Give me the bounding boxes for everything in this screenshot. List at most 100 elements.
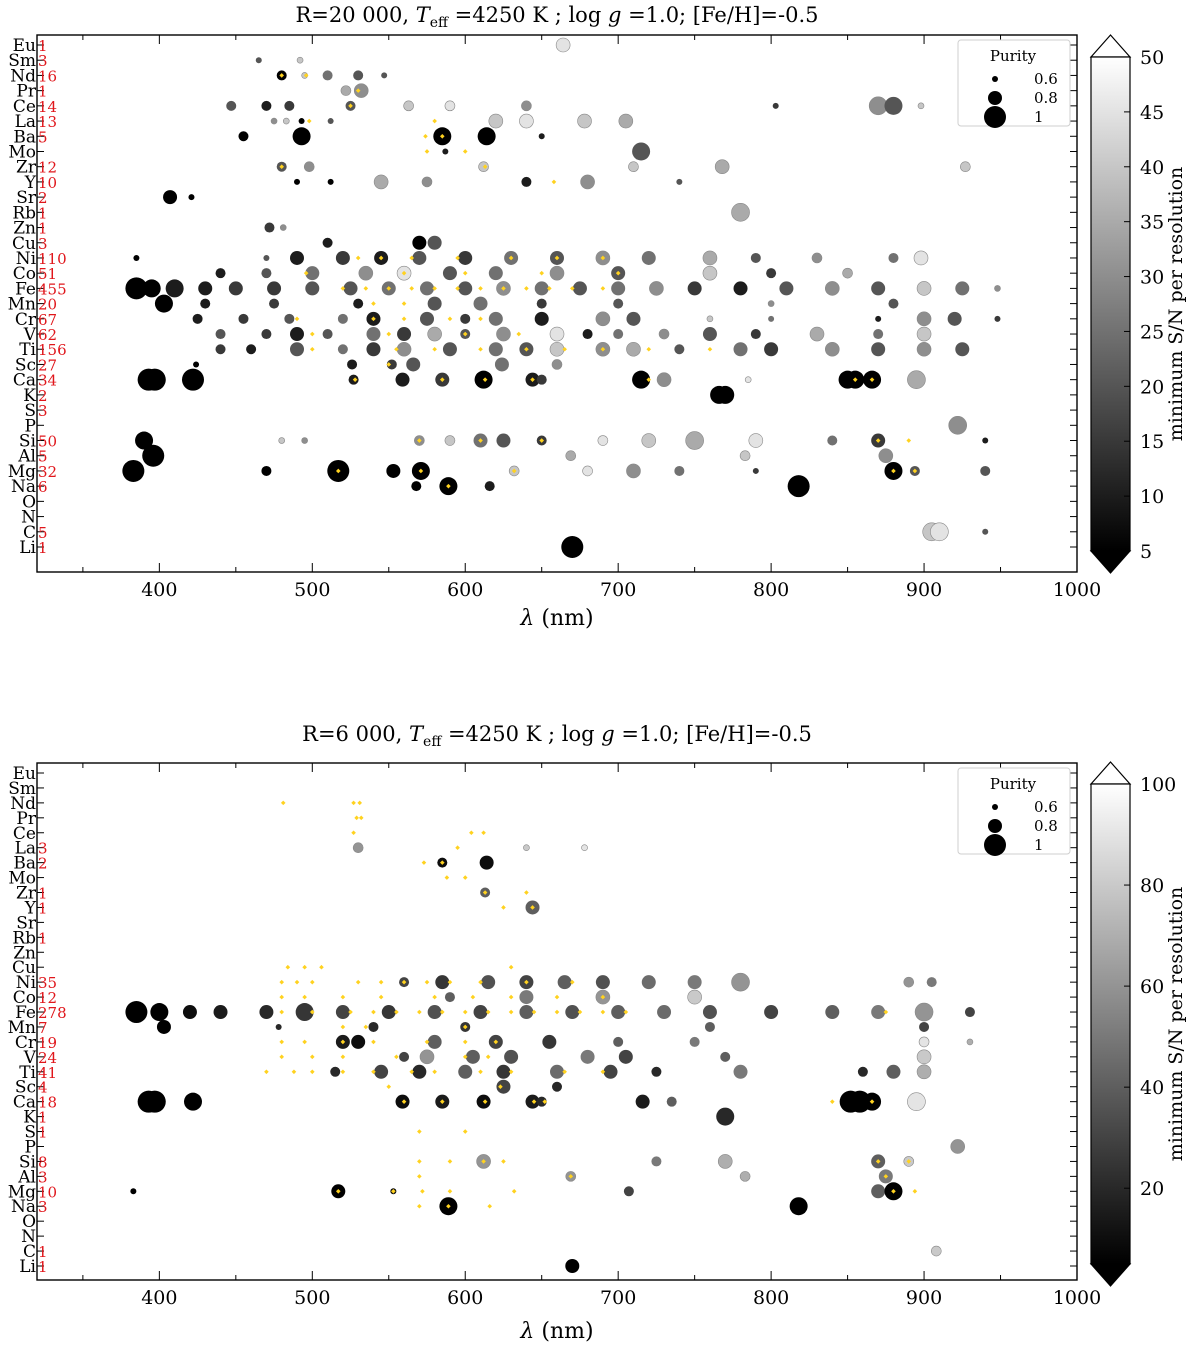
diamond-marker	[357, 800, 363, 806]
diamond-marker	[615, 270, 621, 276]
data-point	[269, 298, 280, 309]
diamond-marker	[409, 1069, 415, 1075]
data-point	[420, 281, 434, 296]
diamond-marker	[524, 346, 529, 352]
data-point	[871, 281, 886, 296]
data-point	[623, 1186, 634, 1197]
data-point	[193, 361, 200, 368]
diamond-marker	[462, 1054, 468, 1060]
line-count-label: 12	[38, 159, 57, 177]
diamond-marker	[371, 1069, 376, 1075]
diamond-marker	[371, 316, 376, 322]
data-point	[125, 277, 148, 300]
data-point	[122, 459, 145, 482]
line-count-label: 16	[38, 67, 57, 85]
data-point	[261, 268, 272, 279]
data-point	[632, 370, 651, 389]
diamond-marker	[482, 890, 488, 895]
diamond-marker	[462, 149, 468, 154]
y-element-label: V	[23, 325, 37, 345]
diamond-marker	[508, 1069, 514, 1075]
data-point	[626, 463, 641, 479]
data-point	[914, 1002, 934, 1022]
data-point	[337, 344, 348, 355]
data-point	[484, 481, 495, 492]
data-point	[582, 465, 593, 477]
diamond-marker	[906, 1159, 912, 1164]
diamond-marker	[524, 979, 529, 985]
y-element-label: Y	[24, 173, 37, 193]
data-point	[580, 174, 595, 190]
y-element-label: Rb	[12, 928, 36, 948]
data-point	[538, 133, 545, 140]
data-point	[613, 298, 624, 309]
diamond-marker	[462, 331, 468, 337]
x-tick-label: 600	[447, 1287, 483, 1309]
diamond-marker	[409, 255, 415, 261]
x-tick-label: 500	[294, 1287, 330, 1309]
diamond-marker	[875, 438, 881, 443]
diamond-marker	[446, 1203, 451, 1209]
y-element-label: Eu	[13, 764, 36, 784]
data-point	[238, 313, 249, 324]
line-count-label: 13	[38, 113, 57, 131]
data-point	[702, 250, 718, 266]
data-point	[888, 298, 899, 309]
x-tick-label: 1000	[1053, 1287, 1101, 1309]
data-point	[744, 376, 752, 383]
data-point	[873, 329, 884, 340]
y-element-label: Co	[13, 988, 36, 1008]
diamond-marker	[481, 1159, 486, 1164]
y-element-label: Mo	[8, 142, 36, 162]
diamond-marker	[417, 1159, 422, 1164]
data-point	[142, 444, 165, 467]
colorbar-extend-min	[1089, 1263, 1132, 1287]
line-count-label: 1	[38, 1258, 48, 1276]
diamond-marker	[303, 73, 309, 78]
diamond-marker	[482, 1099, 488, 1104]
legend-label: 1	[1034, 108, 1044, 126]
data-point	[632, 142, 651, 161]
y-element-label: C	[23, 1242, 36, 1262]
data-point	[521, 176, 532, 187]
chart-title: R=20 000, Teff =4250 K ; log g =1.0; [Fe…	[295, 3, 818, 31]
diamond-marker	[869, 377, 875, 382]
data-point	[595, 311, 611, 327]
diamond-marker	[478, 438, 483, 443]
y-element-label: C	[23, 523, 36, 543]
data-point	[733, 1064, 748, 1079]
data-point	[966, 1038, 974, 1046]
y-element-label: Li	[19, 1257, 36, 1277]
y-element-label: Si	[19, 432, 37, 452]
diamond-marker	[530, 905, 535, 910]
colorbar-label: minimum S/N per resolution	[1165, 887, 1187, 1162]
line-count-label: 32	[38, 463, 57, 481]
colorbar-tick-label: 35	[1140, 212, 1164, 234]
legend-title: Purity	[990, 775, 1037, 793]
data-point	[228, 281, 243, 296]
diamond-marker	[358, 815, 364, 821]
data-point	[613, 1036, 624, 1047]
data-point	[298, 118, 305, 125]
diamond-marker	[485, 1054, 491, 1060]
diamond-marker	[401, 1099, 407, 1104]
data-point	[488, 113, 504, 129]
y-element-label: Sc	[15, 355, 36, 375]
diamond-marker	[447, 1189, 453, 1194]
x-tick-label: 700	[600, 1287, 636, 1309]
diamond-marker	[371, 1009, 376, 1015]
colorbar-tick-label: 45	[1140, 102, 1164, 124]
y-element-label: Nd	[10, 66, 36, 86]
data-point	[611, 1005, 626, 1020]
data-point	[674, 465, 685, 476]
y-element-label: S	[24, 401, 36, 421]
diamond-marker	[401, 316, 407, 322]
diamond-marker	[600, 994, 606, 1000]
diamond-marker	[432, 286, 437, 291]
x-axis-label: λ (nm)	[519, 1319, 593, 1344]
data-point	[292, 127, 311, 146]
colorbar-tick-label: 50	[1140, 47, 1164, 69]
data-point	[739, 450, 751, 462]
data-point	[772, 102, 779, 109]
y-element-label: Pr	[16, 82, 36, 102]
